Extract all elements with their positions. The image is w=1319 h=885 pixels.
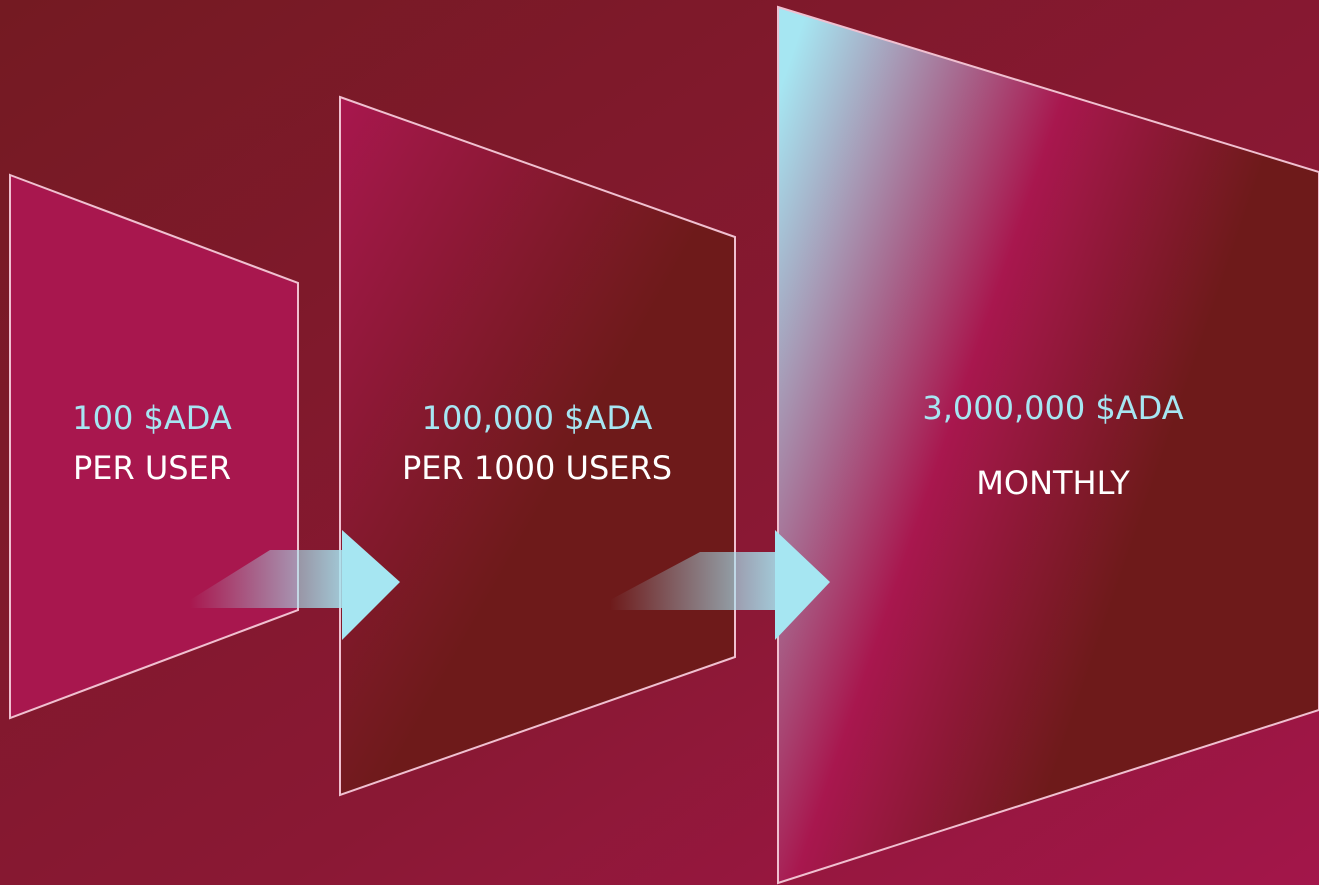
arrow-head xyxy=(342,530,400,640)
amount: 100,000 $ADA xyxy=(422,399,653,437)
caption: PER 1000 USERS xyxy=(402,449,672,487)
arrow-shaft xyxy=(190,550,342,608)
caption: PER USER xyxy=(73,449,231,487)
arrow-head xyxy=(775,530,830,640)
amount: 100 $ADA xyxy=(72,399,232,437)
caption: MONTHLY xyxy=(976,464,1130,502)
arrow-shaft xyxy=(610,552,775,610)
amount: 3,000,000 $ADA xyxy=(922,389,1183,427)
